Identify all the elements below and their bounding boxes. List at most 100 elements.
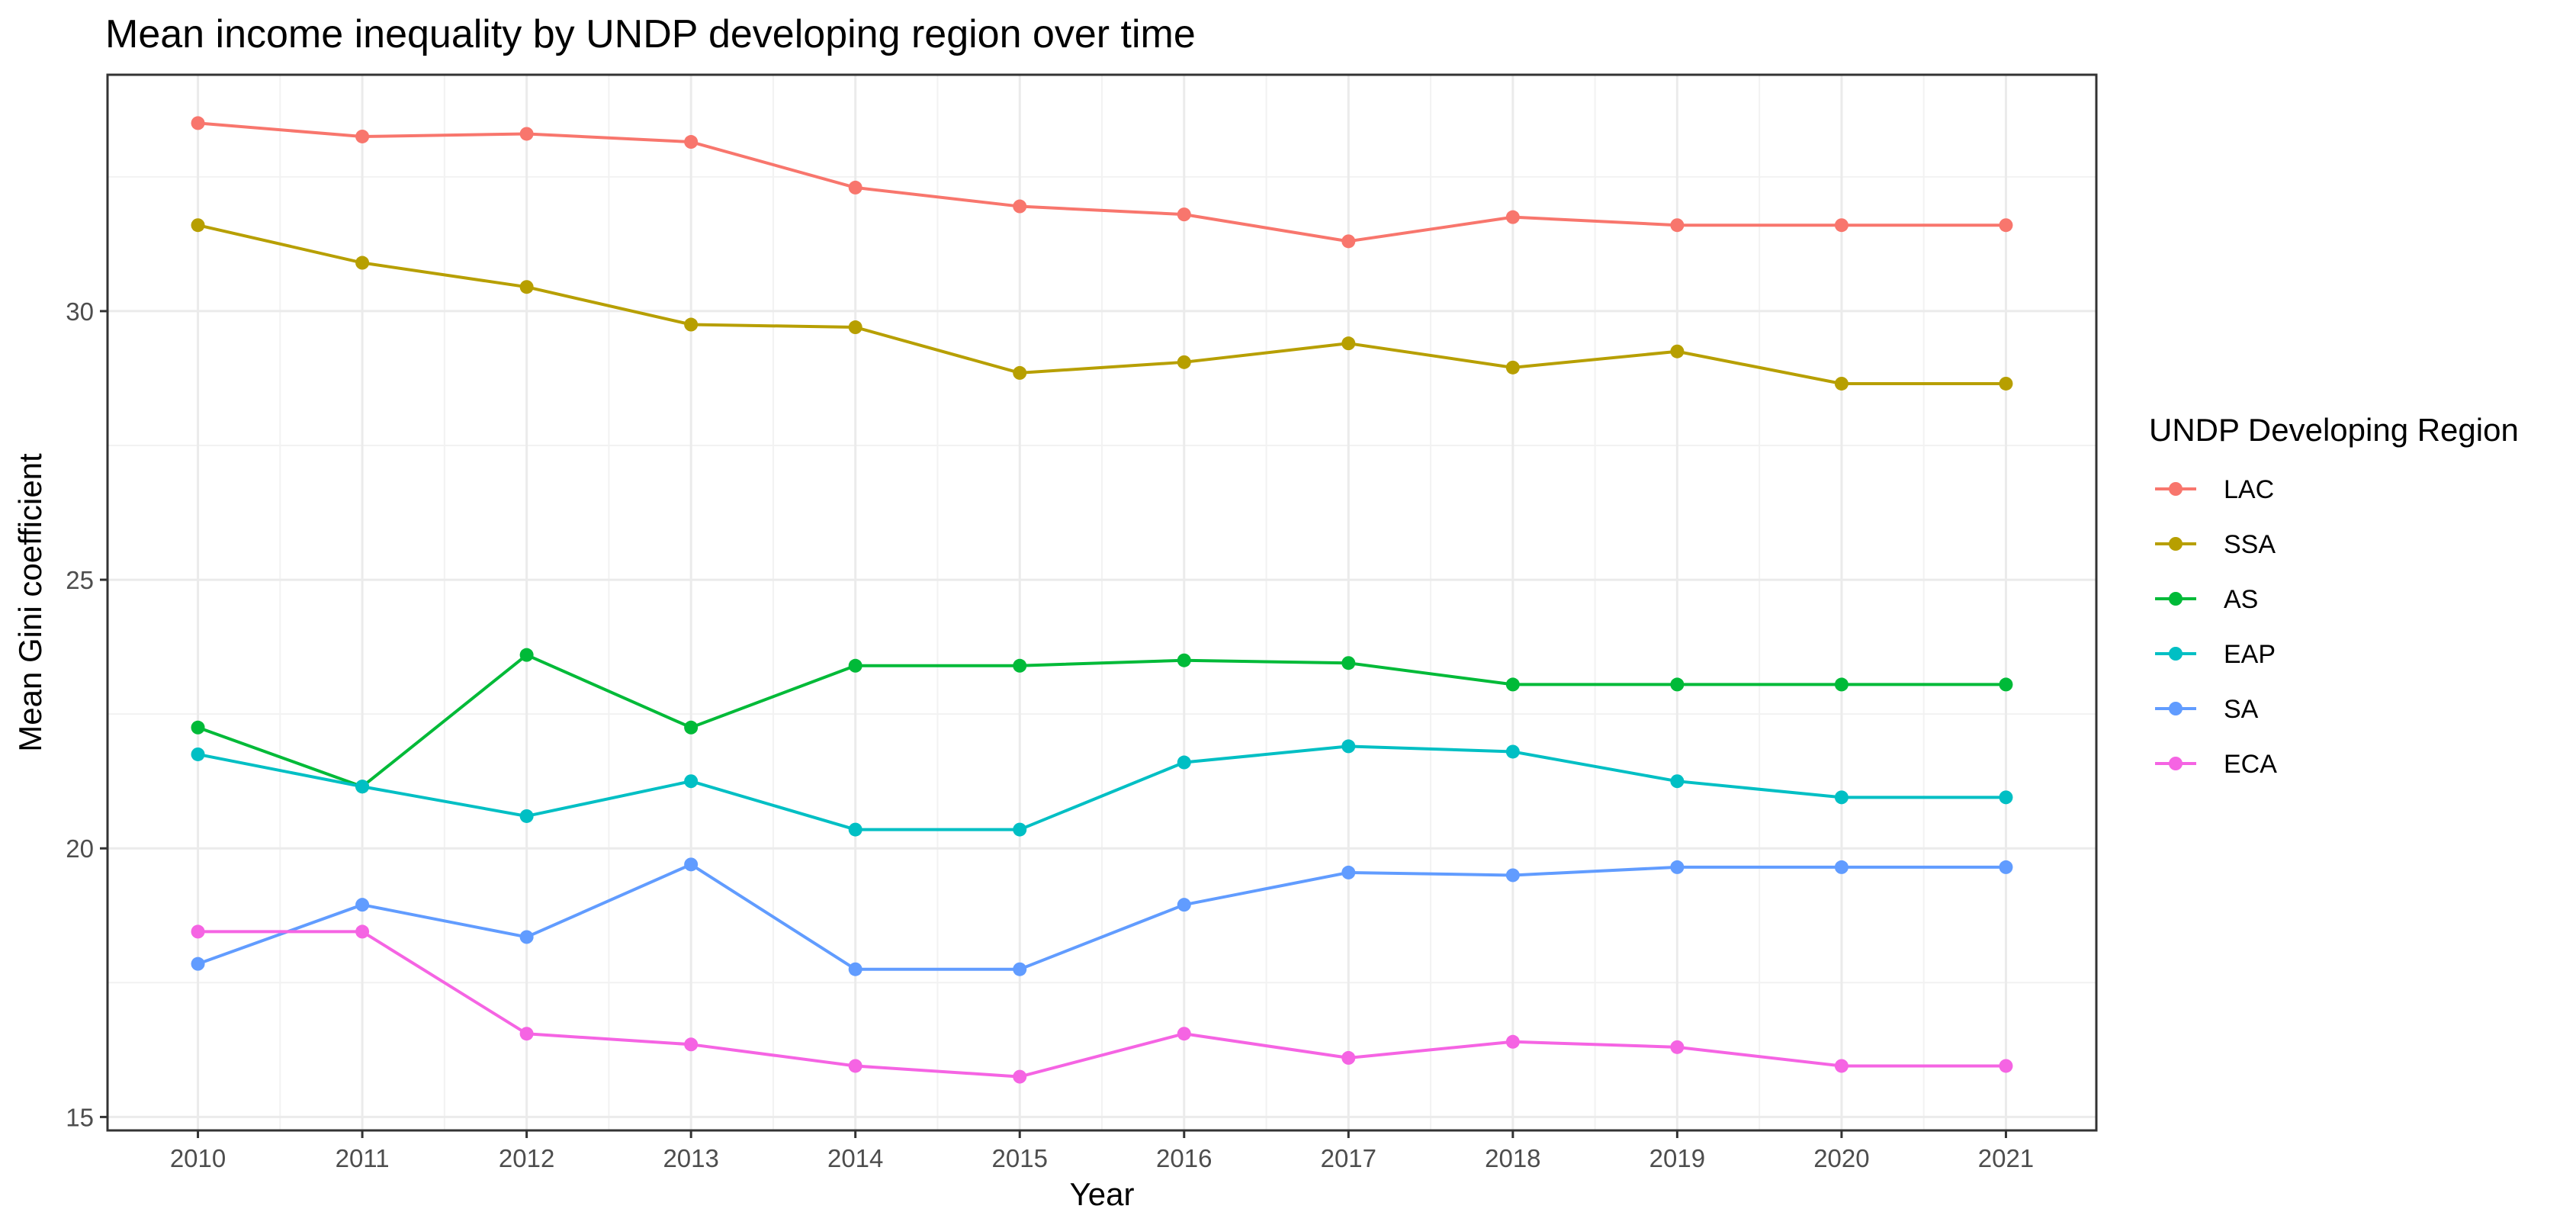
point-ssa-2015 — [1013, 365, 1027, 380]
point-lac-2012 — [519, 127, 534, 141]
point-sa-2010 — [191, 957, 205, 971]
x-tick-label: 2020 — [1813, 1144, 1869, 1172]
point-ssa-2014 — [848, 320, 862, 335]
point-sa-2017 — [1341, 865, 1356, 879]
legend-title: UNDP Developing Region — [2149, 412, 2519, 448]
point-eca-2018 — [1505, 1034, 1520, 1049]
x-tick-label: 2012 — [499, 1144, 554, 1172]
point-ssa-2013 — [684, 317, 699, 332]
legend-label-eap: EAP — [2224, 640, 2276, 669]
grid-lines — [108, 75, 2096, 1130]
point-sa-2013 — [684, 857, 699, 872]
x-axis-title: Year — [1070, 1176, 1135, 1212]
plot-panel-border — [106, 73, 2098, 1132]
point-eca-2016 — [1177, 1027, 1191, 1041]
point-eca-2021 — [1999, 1059, 2013, 1073]
series-points — [191, 116, 2013, 1084]
point-eca-2013 — [684, 1037, 699, 1052]
point-eap-2015 — [1013, 822, 1027, 837]
point-lac-2014 — [848, 180, 862, 195]
point-lac-2011 — [355, 129, 370, 143]
y-axis-title: Mean Gini coefficient — [12, 453, 48, 752]
point-as-2016 — [1177, 653, 1191, 667]
point-lac-2020 — [1834, 218, 1848, 233]
series-lines — [197, 121, 2006, 1079]
y-tick-label: 30 — [66, 297, 94, 326]
legend-key-point-lac — [2169, 482, 2183, 496]
point-ssa-2018 — [1505, 360, 1520, 375]
point-lac-2010 — [191, 116, 205, 130]
series-line-as — [197, 653, 2006, 789]
series-line-sa — [197, 863, 2006, 971]
point-eca-2011 — [355, 924, 370, 939]
point-as-2020 — [1834, 677, 1848, 692]
point-eap-2014 — [848, 822, 862, 837]
point-eca-2014 — [848, 1059, 862, 1073]
point-sa-2016 — [1177, 898, 1191, 912]
point-eap-2019 — [1670, 774, 1685, 789]
point-eap-2011 — [355, 780, 370, 794]
point-ssa-2021 — [1999, 376, 2013, 391]
x-tick-label: 2014 — [827, 1144, 883, 1172]
point-sa-2020 — [1834, 860, 1848, 874]
x-tick-label: 2016 — [1156, 1144, 1212, 1172]
series-line-ssa — [198, 223, 2006, 385]
point-as-2010 — [191, 720, 205, 735]
point-eca-2015 — [1013, 1069, 1027, 1084]
x-tick-label: 2017 — [1321, 1144, 1376, 1172]
chart-title: Mean income inequality by UNDP developin… — [105, 12, 1196, 56]
point-eap-2016 — [1177, 755, 1191, 770]
series-line-eap — [198, 744, 2006, 831]
point-eap-2017 — [1341, 739, 1356, 754]
legend-label-lac: LAC — [2224, 475, 2274, 504]
x-tick-label: 2010 — [170, 1144, 226, 1172]
point-lac-2017 — [1341, 234, 1356, 249]
point-eap-2020 — [1834, 790, 1848, 805]
point-lac-2021 — [1999, 218, 2013, 233]
point-lac-2018 — [1505, 210, 1520, 224]
point-eap-2012 — [519, 809, 534, 823]
legend-label-sa: SA — [2224, 695, 2259, 724]
point-as-2015 — [1013, 658, 1027, 673]
point-lac-2015 — [1013, 199, 1027, 214]
series-line-eca — [198, 930, 2006, 1079]
point-eca-2010 — [191, 924, 205, 939]
legend: UNDP Developing Region LAC SSA AS EAP SA ECA — [2149, 412, 2519, 779]
point-ssa-2019 — [1670, 344, 1685, 358]
point-sa-2018 — [1505, 868, 1520, 883]
y-tick-label: 20 — [66, 834, 94, 863]
legend-label-as: AS — [2224, 585, 2258, 614]
point-sa-2019 — [1670, 860, 1685, 874]
point-eca-2017 — [1341, 1050, 1356, 1065]
legend-key-point-ssa — [2169, 537, 2183, 551]
point-sa-2014 — [848, 962, 862, 976]
point-sa-2011 — [355, 898, 370, 912]
series-line-lac — [198, 121, 2006, 243]
x-tick-label: 2018 — [1485, 1144, 1540, 1172]
x-tick-label: 2013 — [663, 1144, 718, 1172]
point-ssa-2010 — [191, 218, 205, 233]
point-as-2012 — [519, 648, 534, 662]
point-as-2021 — [1999, 677, 2013, 692]
point-eca-2020 — [1834, 1059, 1848, 1073]
point-as-2019 — [1670, 677, 1685, 692]
point-ssa-2016 — [1177, 355, 1191, 369]
point-eap-2013 — [684, 774, 699, 789]
x-axis: 2010 2011 2012 2013 2014 2015 2016 2017 2018 2019… — [170, 1130, 2034, 1172]
x-tick-label: 2015 — [992, 1144, 1048, 1172]
x-tick-label: 2021 — [1978, 1144, 2034, 1172]
legend-label-ssa: SSA — [2224, 530, 2276, 559]
point-as-2014 — [848, 658, 862, 673]
point-ssa-2012 — [519, 280, 534, 294]
point-sa-2015 — [1013, 962, 1027, 976]
point-ssa-2011 — [355, 256, 370, 270]
point-as-2018 — [1505, 677, 1520, 692]
x-tick-label: 2019 — [1649, 1144, 1705, 1172]
legend-key-point-sa — [2169, 702, 2183, 715]
y-axis: 15 20 25 30 — [66, 297, 108, 1131]
point-lac-2019 — [1670, 218, 1685, 233]
point-lac-2016 — [1177, 207, 1191, 222]
point-eca-2012 — [519, 1027, 534, 1041]
point-sa-2021 — [1999, 860, 2013, 874]
